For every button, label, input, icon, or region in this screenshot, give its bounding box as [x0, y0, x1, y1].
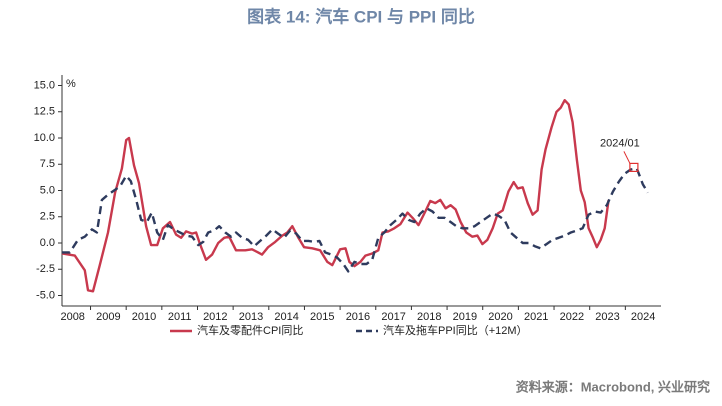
y-tick-label: -5.0 [36, 289, 55, 301]
x-tick-label: 2015 [310, 311, 334, 323]
y-tick-label: -2.5 [36, 263, 55, 275]
legend-label: 汽车及零配件CPI同比 [197, 323, 303, 337]
x-tick-label: 2011 [168, 311, 192, 323]
x-tick-label: 2016 [346, 311, 370, 323]
y-tick-label: 2.5 [40, 211, 55, 223]
y-tick-label: 7.5 [40, 158, 55, 170]
x-tick-label: 2023 [595, 311, 619, 323]
x-tick-label: 2014 [274, 311, 298, 323]
x-tick-label: 2012 [203, 311, 227, 323]
y-unit: % [66, 78, 76, 90]
y-tick-label: 0.0 [40, 237, 55, 249]
source: 资料来源：Macrobond, 兴业研究 [516, 379, 710, 394]
annotation-label: 2024/01 [600, 137, 640, 149]
x-tick-label: 2009 [96, 311, 120, 323]
chart-title: 图表 14: 汽车 CPI 与 PPI 同比 [247, 6, 475, 26]
y-tick-label: 10.0 [34, 132, 55, 144]
x-tick-label: 2008 [60, 311, 84, 323]
annotation-marker [629, 162, 639, 172]
legend-label: 汽车及拖车PPI同比（+12M） [383, 323, 528, 337]
y-tick-label: 5.0 [40, 184, 55, 196]
x-tick-label: 2018 [417, 311, 441, 323]
y-tick-label: 15.0 [34, 79, 55, 91]
x-tick-label: 2017 [381, 311, 405, 323]
annotation-leader [623, 151, 631, 164]
series-line [62, 167, 649, 273]
x-tick-label: 2022 [560, 311, 584, 323]
x-tick-label: 2010 [132, 311, 156, 323]
x-tick-label: 2021 [524, 311, 548, 323]
x-tick-label: 2013 [239, 311, 263, 323]
x-tick-label: 2020 [488, 311, 512, 323]
x-tick-label: 2024 [631, 311, 655, 323]
x-tick-label: 2019 [453, 311, 477, 323]
y-tick-label: 12.5 [34, 106, 55, 118]
series-line [61, 99, 610, 293]
